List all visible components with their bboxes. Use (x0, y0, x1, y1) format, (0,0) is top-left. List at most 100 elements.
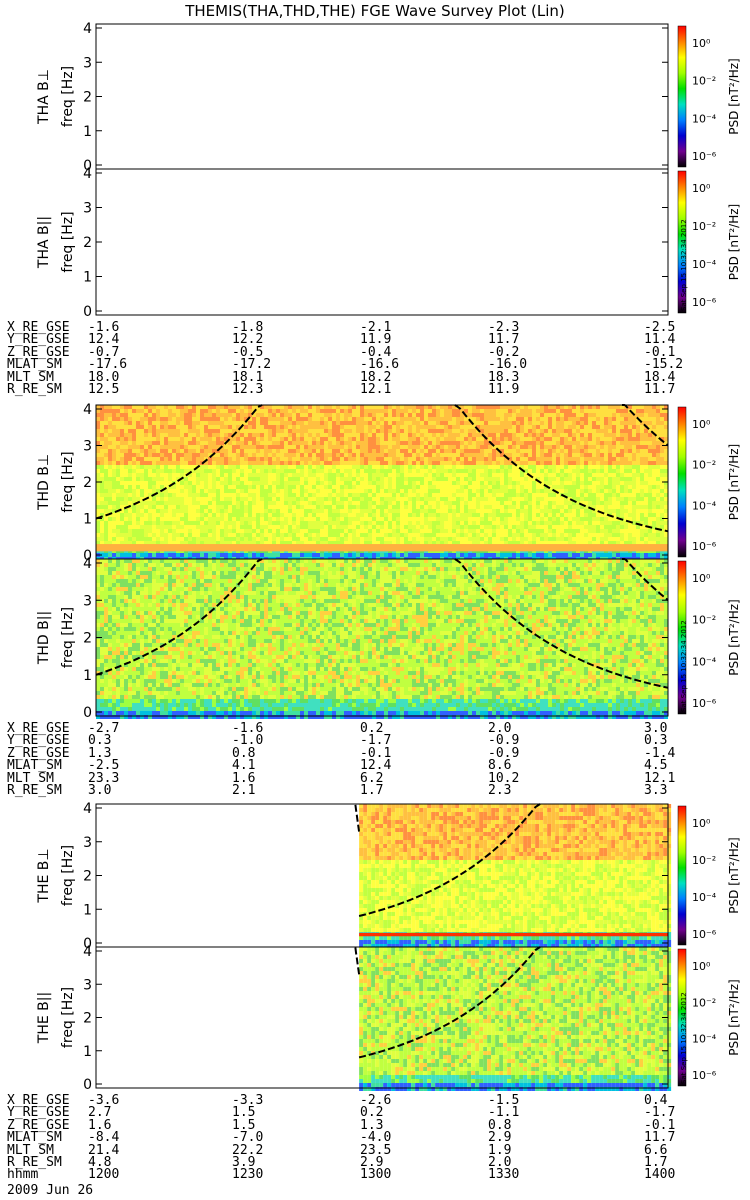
ephem-value: 1300 (360, 1167, 392, 1183)
ephem-value: 12.2 (232, 332, 264, 348)
colorbar-label: PSD [nT²/Hz] (727, 979, 741, 1055)
y-tick-label: 4 (83, 166, 92, 182)
ephem-value: -1.0 (232, 733, 264, 749)
y-tick-label: 1 (83, 270, 92, 286)
y-tick-label: 0 (83, 304, 92, 320)
ephem-label: hhmm (7, 1167, 39, 1183)
ephem-value: 0.2 (360, 1105, 384, 1121)
ephem-value: -1.1 (488, 1105, 520, 1121)
ephem-value: 2.0 (488, 1155, 512, 1170)
ephem-value: 11.4 (644, 332, 676, 348)
ephem-value: -2.3 (488, 320, 520, 335)
ephem-value: 6.2 (360, 770, 384, 786)
ephem-value: -0.9 (488, 733, 520, 749)
ephem-value: 18.0 (88, 369, 120, 385)
colorbar-label: PSD [nT²/Hz] (727, 204, 741, 280)
ephem-value: 1400 (644, 1167, 676, 1183)
ephem-label: X_RE_GSE (7, 320, 70, 335)
ephem-value: 0.3 (644, 733, 668, 749)
timestamp-label: Sat Sep 15 10:32:34 2012 (680, 992, 688, 1084)
ephem-label: R_RE_SM (7, 783, 62, 798)
ephem-value: 11.7 (644, 1130, 676, 1146)
ephem-value: 3.0 (88, 783, 112, 798)
curve-0 (358, 803, 541, 917)
ephem-value: 23.5 (360, 1142, 392, 1158)
ephem-label: Z_RE_GSE (7, 1117, 70, 1133)
ephem-value: 12.4 (88, 332, 120, 348)
ephem-value: 0.4 (644, 1093, 668, 1108)
ephem-value: 10.2 (488, 770, 520, 786)
ephem-value: -17.6 (88, 357, 128, 373)
colorbar-label: PSD [nT²/Hz] (727, 837, 741, 913)
ephem-label: Y_RE_GSE (7, 1105, 70, 1121)
y-tick-label: 4 (83, 556, 92, 572)
ephem-value: 12.4 (360, 758, 392, 774)
colorbar-tick-label: 10⁻² (692, 459, 716, 472)
ephem-value: -0.1 (644, 344, 676, 360)
ephem-value: 18.1 (232, 369, 264, 385)
y-tick-label: 0 (83, 548, 92, 564)
timestamp-label: Sat Sep 15 10:32:34 2012 (680, 219, 688, 311)
panel-label: THD B|| (36, 611, 52, 665)
panel-4: 0 1 2 3 4 THE B⊥ freq [Hz] 10⁰ 10⁻² 10⁻⁴ 10⁻⁶ PSD [… (36, 801, 741, 952)
y-tick-label: 0 (83, 936, 92, 952)
ephem-label: R_RE_SM (7, 382, 62, 397)
panel-2: 0 1 2 3 4 THD B⊥ freq [Hz] 10⁰ 10⁻² 10⁻⁴ 10⁻⁶ PSD [… (36, 402, 741, 564)
y-tick-label: 1 (83, 668, 92, 684)
ephem-label: MLT_SM (7, 1142, 54, 1158)
y-tick-label: 2 (83, 235, 92, 251)
freq-label: freq [Hz] (60, 211, 76, 272)
colorbar-tick-label: 10⁻⁶ (692, 697, 717, 710)
ephem-value: -0.9 (488, 745, 520, 761)
y-tick-label: 4 (83, 801, 92, 817)
colorbar-tick-label: 10⁻⁶ (692, 928, 717, 941)
band-line (96, 544, 668, 552)
y-tick-label: 2 (83, 90, 92, 106)
colorbar-tick-label: 10⁻² (692, 996, 716, 1009)
ephem-value: -16.6 (360, 357, 400, 373)
ephem-value: -1.6 (88, 320, 120, 335)
y-tick-label: 1 (83, 512, 92, 528)
panel-label: THE B⊥ (36, 848, 52, 903)
ephem-value: 0.2 (360, 721, 384, 736)
ephem-value: -1.7 (644, 1105, 676, 1121)
panel-frame (95, 168, 669, 316)
colorbar (677, 805, 687, 946)
ephem-value: -2.7 (88, 721, 120, 736)
ephem-label: Z_RE_GSE (7, 745, 70, 761)
ephem-value: 0.3 (88, 733, 112, 749)
ephem-value: 8.6 (488, 758, 512, 774)
colorbar-tick-label: 10⁻⁴ (692, 499, 717, 512)
ephem-value: 11.7 (644, 382, 676, 397)
freq-label: freq [Hz] (60, 66, 76, 127)
ephem-value: 12.3 (232, 382, 264, 397)
y-tick-label: 3 (83, 439, 92, 455)
ephem-value: 11.9 (360, 332, 392, 348)
curve-0 (358, 946, 541, 1059)
ephem-value: -15.2 (644, 357, 684, 373)
ephem-value: -0.4 (360, 344, 392, 360)
ephem-value: 2.1 (232, 783, 256, 798)
ephem-label: X_RE_GSE (7, 1093, 70, 1108)
ephem-value: -17.2 (232, 357, 272, 373)
panel-0: 0 1 2 3 4 THA B⊥ freq [Hz] 10⁰ 10⁻² 10⁻⁴ 10⁻⁶ PSD [… (36, 21, 741, 174)
ephem-value: 18.4 (644, 369, 676, 385)
ephem-value: 21.4 (88, 1142, 120, 1158)
ephem-value: 22.2 (232, 1142, 264, 1158)
y-tick-label: 3 (83, 835, 92, 851)
colorbar-tick-label: 10⁻⁴ (692, 891, 717, 904)
ephem-value: -0.1 (644, 1117, 676, 1133)
colorbar-tick-label: 10⁻² (692, 854, 716, 867)
ephem-value: 0.8 (488, 1117, 512, 1133)
ephem-value: -8.4 (88, 1130, 120, 1146)
ephem-label: MLT_SM (7, 770, 54, 786)
freq-label: freq [Hz] (60, 607, 76, 668)
ephem-value: -1.7 (360, 733, 392, 749)
colorbar-label: PSD [nT²/Hz] (727, 444, 741, 520)
curve-1 (354, 803, 361, 832)
y-tick-label: 3 (83, 977, 92, 993)
ephem-value: -3.3 (232, 1093, 264, 1108)
colorbar (677, 25, 687, 168)
y-tick-label: 3 (83, 201, 92, 217)
ephem-value: 1.3 (88, 745, 112, 761)
